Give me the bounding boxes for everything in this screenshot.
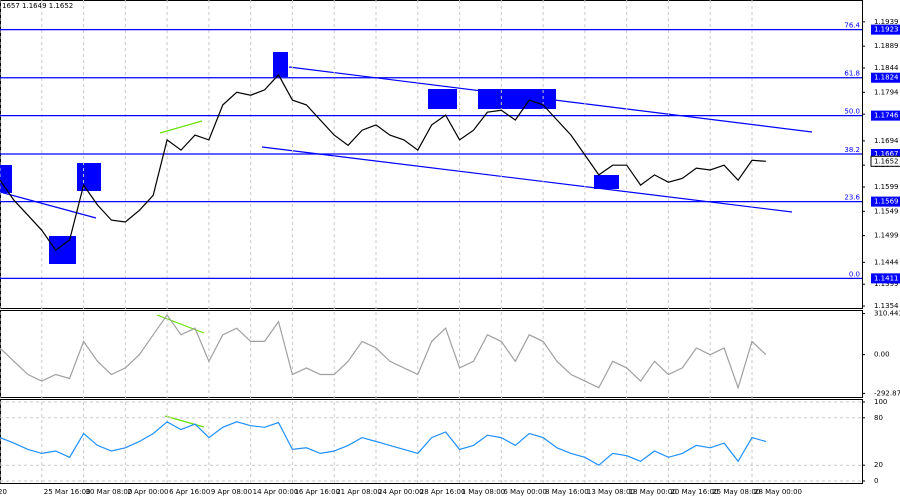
current-price-label: 1.1652 — [874, 157, 899, 165]
x-tick-label: 24 Apr 00:00 — [378, 488, 424, 496]
y-tick-label: 80 — [874, 414, 883, 422]
x-tick-label: 25 Mar 16:00 — [44, 488, 91, 496]
price-box — [871, 273, 900, 284]
x-tick-label: 8 May 16:00 — [545, 488, 589, 496]
x-tick-label: 28 Apr 16:00 — [420, 488, 466, 496]
y-tick-label: 310.4436 — [874, 310, 900, 318]
y-tick-label: -292.876 — [874, 389, 900, 397]
oscillator-panel — [0, 310, 863, 398]
y-tick-label: 1.1844 — [874, 64, 899, 72]
y-tick-label: 1.1444 — [874, 258, 899, 266]
price-box — [871, 110, 900, 121]
price-box — [871, 72, 900, 83]
x-tick-label: 6 May 00:00 — [503, 488, 547, 496]
y-tick-label: 1.1939 — [874, 18, 899, 26]
y-tick-label: 1.1694 — [874, 137, 899, 145]
indicator-line — [0, 313, 767, 390]
x-tick-label: 13 May 08:00 — [587, 488, 635, 496]
x-tick-label: 30 Mar 08:00 — [86, 488, 133, 496]
fib-label: 38.2 — [844, 146, 860, 154]
y-tick-label: 1.1354 — [874, 302, 899, 310]
y-tick-label: 1.1399 — [874, 280, 899, 288]
indicator-line — [0, 421, 767, 466]
x-tick-label: 20 — [0, 488, 7, 496]
price-label: 1.1411 — [874, 274, 899, 282]
price-label: 1.1569 — [874, 198, 899, 206]
y-tick-label: 1.1499 — [874, 232, 899, 240]
annotations — [0, 52, 813, 428]
y-tick-label: 0 — [874, 477, 878, 485]
price-line — [0, 73, 766, 252]
price-label: 1.1824 — [874, 74, 899, 82]
price-label: 1.1667 — [874, 150, 899, 158]
x-tick-label: 6 Apr 16:00 — [169, 488, 210, 496]
chart-title: 1657 1.1649 1.1652 — [2, 2, 73, 10]
x-tick-label: 28 May 00:00 — [754, 488, 802, 496]
x-tick-label: 21 Apr 08:00 — [336, 488, 382, 496]
fib-label: 76.4 — [844, 22, 860, 30]
y-tick-label: 100 — [874, 398, 887, 406]
current-price-box — [870, 155, 900, 167]
price-box — [871, 24, 900, 35]
x-tick-label: 18 May 00:00 — [629, 488, 677, 496]
x-tick-label: 9 Apr 08:00 — [211, 488, 252, 496]
y-tick-label: 1.1794 — [874, 88, 899, 96]
x-tick-label: 2 Apr 00:00 — [127, 488, 168, 496]
x-tick-label: 16 Apr 16:00 — [294, 488, 340, 496]
price-label: 1.1923 — [874, 26, 899, 34]
y-tick-label: 1.1889 — [874, 42, 899, 50]
fib-label: 0.0 — [849, 270, 860, 278]
fib-label: 23.6 — [844, 194, 860, 202]
x-tick-label: 14 Apr 00:00 — [253, 488, 299, 496]
fib-label: 61.8 — [844, 70, 860, 78]
fib-label: 50.0 — [844, 108, 860, 116]
price-box — [871, 149, 900, 159]
price-box — [871, 196, 900, 207]
y-tick-label: 1.1549 — [874, 207, 899, 215]
rsi-panel — [0, 399, 863, 484]
x-tick-label: 20 May 16:00 — [670, 488, 718, 496]
x-tick-label: 25 May 08:00 — [712, 488, 760, 496]
y-tick-label: 0.00 — [874, 351, 890, 359]
price-label: 1.1746 — [874, 112, 899, 120]
y-tick-label: 1.1599 — [874, 183, 899, 191]
x-tick-label: 1 May 08:00 — [462, 488, 506, 496]
y-tick-label: 20 — [874, 461, 883, 469]
